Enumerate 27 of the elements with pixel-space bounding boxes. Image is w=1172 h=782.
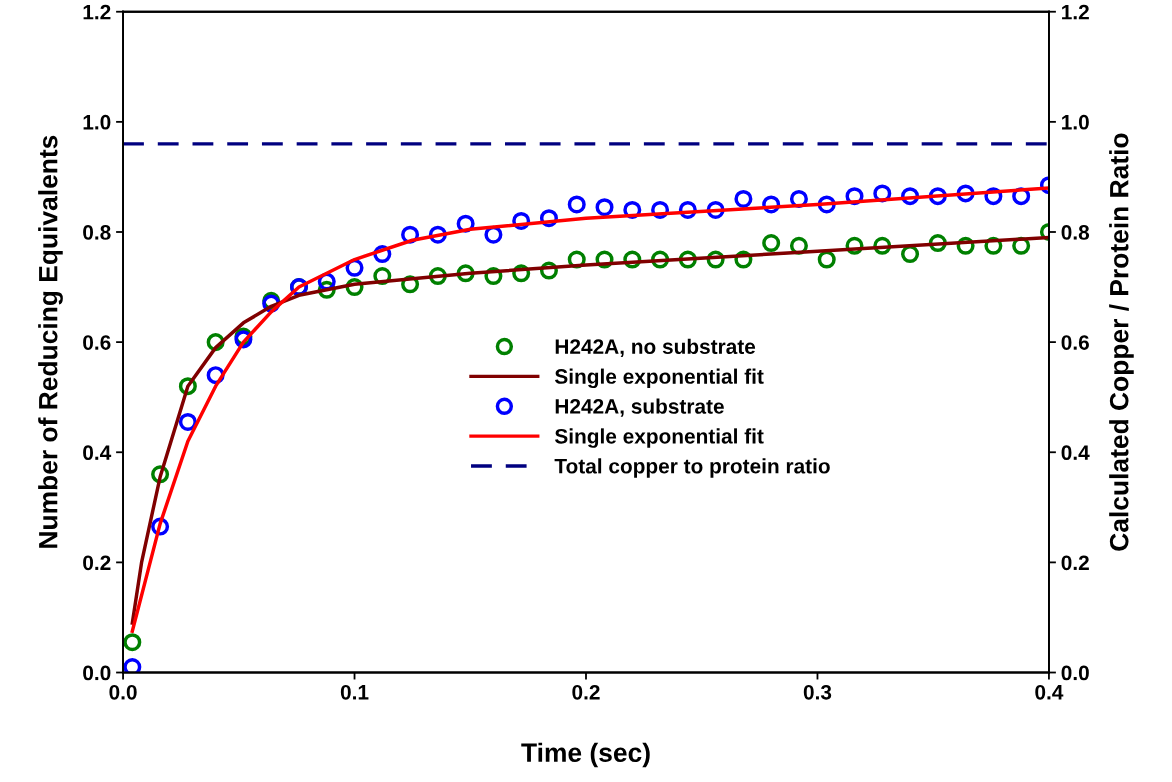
legend-label: Single exponential fit bbox=[554, 368, 764, 389]
y2-tick-label: 1.0 bbox=[1062, 114, 1089, 130]
y-tick-label: 0.6 bbox=[83, 335, 111, 350]
legend-label: H242A, no substrate bbox=[555, 338, 756, 358]
y2-tick-label: 1.2 bbox=[1062, 4, 1089, 20]
y-tick-label: 0.0 bbox=[83, 665, 111, 681]
legend-label: H242A, substrate bbox=[555, 398, 724, 417]
x-tick-label: 0.2 bbox=[572, 684, 600, 700]
y-tick-label: 0.8 bbox=[83, 224, 111, 240]
y2-tick-label: 0.2 bbox=[1061, 555, 1089, 571]
y2-axis-title: Calculated Copper / Protein Ratio bbox=[1109, 133, 1134, 551]
legend-label: Total copper to protein ratio bbox=[554, 458, 830, 478]
y2-tick-label: 0.0 bbox=[1061, 665, 1089, 681]
x-axis-title: Time (sec) bbox=[521, 742, 650, 768]
legend-label: Single exponential fit bbox=[554, 428, 764, 448]
y-axis-title: Number of Reducing Equivalents bbox=[38, 135, 63, 548]
y2-tick-label: 0.4 bbox=[1061, 445, 1090, 461]
x-tick-label: 0.4 bbox=[1035, 684, 1064, 700]
y-tick-label: 1.0 bbox=[83, 114, 111, 130]
y-tick-label: 0.4 bbox=[83, 445, 112, 461]
y-tick-label: 1.2 bbox=[83, 4, 111, 20]
y2-tick-label: 0.6 bbox=[1061, 335, 1089, 350]
y-tick-label: 0.2 bbox=[83, 555, 111, 571]
x-tick-label: 0.3 bbox=[803, 684, 832, 700]
x-tick-label: 0.0 bbox=[109, 684, 137, 700]
x-tick-label: 0.1 bbox=[340, 684, 369, 700]
y2-tick-label: 0.8 bbox=[1061, 224, 1090, 240]
